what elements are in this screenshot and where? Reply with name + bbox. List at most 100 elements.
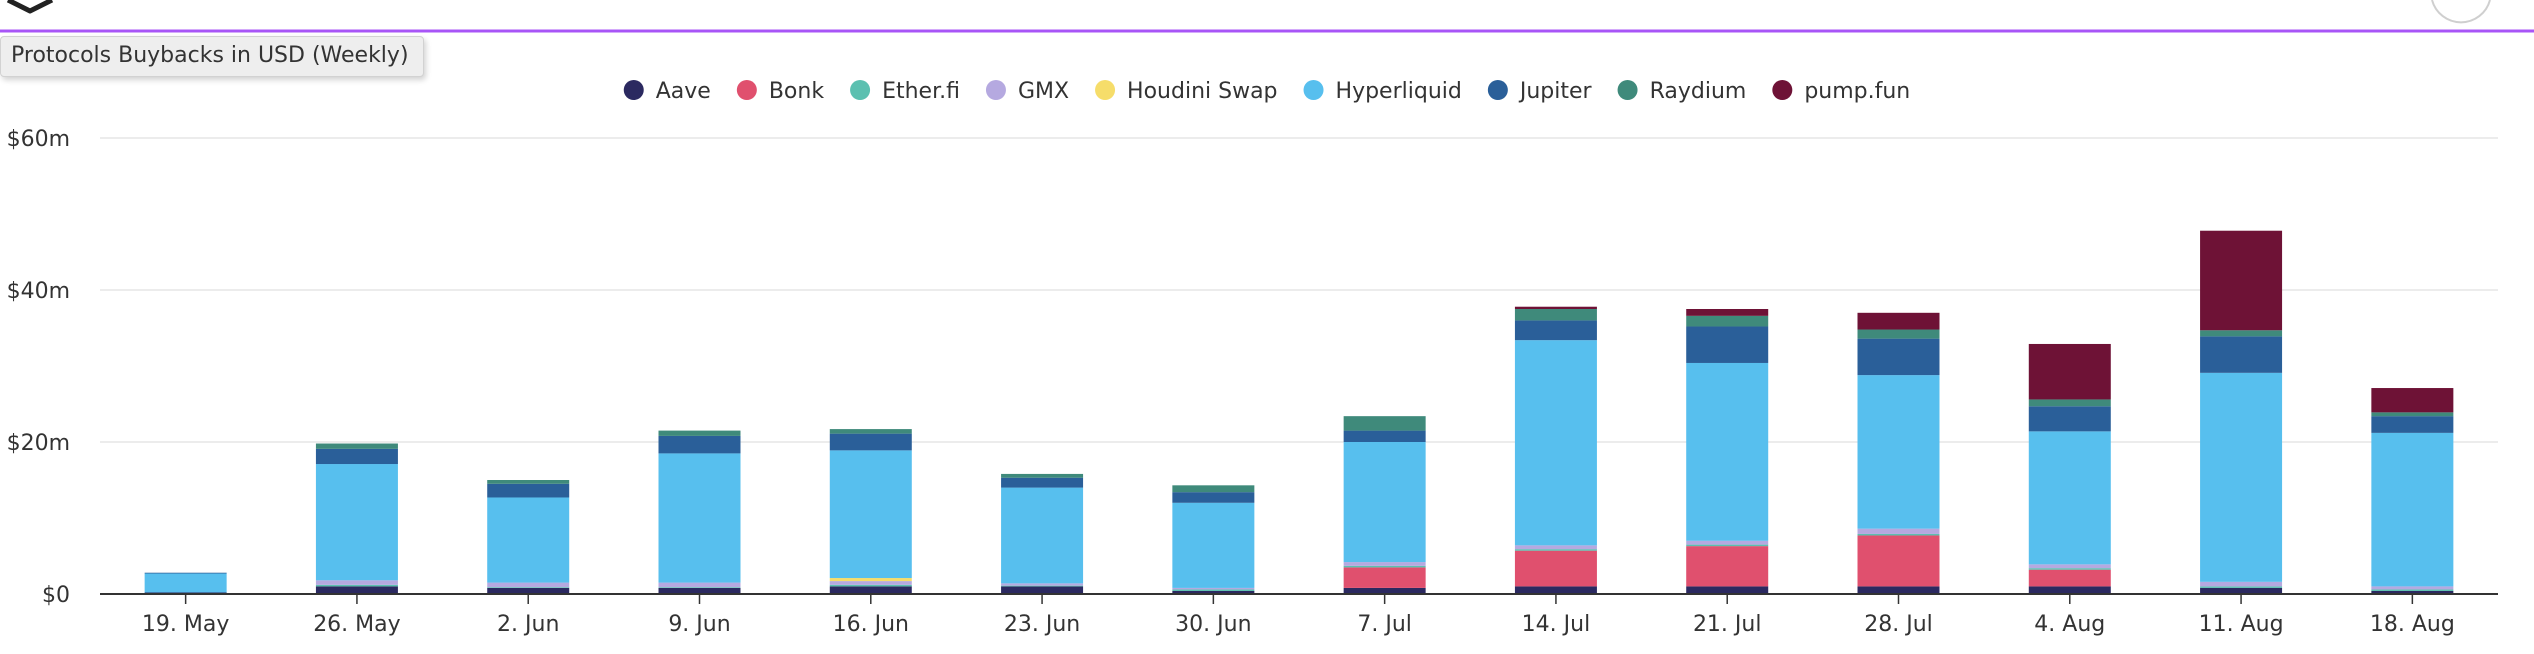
legend-item-houdini-swap[interactable]: Houdini Swap <box>1095 79 1278 104</box>
bar-aave-21-jul[interactable] <box>1686 586 1769 594</box>
bar-raydium-2-jun[interactable] <box>487 480 570 484</box>
bar-jupiter-23-jun[interactable] <box>1001 477 1084 488</box>
legend-item-ether-fi[interactable]: Ether.fi <box>850 79 960 104</box>
bar-ether-fi-23-jun[interactable] <box>1001 585 1084 587</box>
bar-hyperliquid-28-jul[interactable] <box>1857 375 1940 529</box>
bar-gmx-18-aug[interactable] <box>2371 586 2454 590</box>
bar-aave-26-may[interactable] <box>315 586 398 594</box>
bar-ether-fi-11-aug[interactable] <box>2200 586 2283 588</box>
legend-item-gmx[interactable]: GMX <box>985 79 1069 104</box>
bar-hyperliquid-19-may[interactable] <box>144 573 227 593</box>
bar-hyperliquid-26-may[interactable] <box>315 464 398 581</box>
bar-hyperliquid-7-jul[interactable] <box>1343 442 1426 563</box>
bar-aave-4-aug[interactable] <box>2028 586 2111 594</box>
bar-hyperliquid-30-jun[interactable] <box>1172 502 1255 588</box>
bar-aave-30-jun[interactable] <box>1172 590 1255 594</box>
bar-aave-16-jun[interactable] <box>829 586 912 594</box>
legend-item-bonk[interactable]: Bonk <box>736 79 824 104</box>
bar-jupiter-21-jul[interactable] <box>1686 326 1769 363</box>
bar-pump-fun-21-jul[interactable] <box>1686 309 1769 316</box>
bar-bonk-28-jul[interactable] <box>1857 535 1940 587</box>
bar-gmx-14-jul[interactable] <box>1514 545 1597 550</box>
bar-pump-fun-14-jul[interactable] <box>1514 306 1597 309</box>
bar-raydium-16-jun[interactable] <box>829 429 912 434</box>
bar-raydium-11-aug[interactable] <box>2200 330 2283 337</box>
legend[interactable]: Aave Bonk Ether.fi GMX Houdini Swap Hyperliqu… <box>623 79 1911 104</box>
bar-houdini-swap-16-jun[interactable] <box>829 578 912 582</box>
bar-gmx-11-aug[interactable] <box>2200 581 2283 587</box>
bar-aave-18-aug[interactable] <box>2371 590 2454 594</box>
legend-item-jupiter[interactable]: Jupiter <box>1487 79 1593 104</box>
bar-jupiter-16-jun[interactable] <box>829 433 912 451</box>
bar-ether-fi-26-may[interactable] <box>315 584 398 587</box>
bar-pump-fun-28-jul[interactable] <box>1857 312 1940 330</box>
bar-gmx-2-jun[interactable] <box>487 582 570 588</box>
bar-hyperliquid-2-jun[interactable] <box>487 497 570 583</box>
bar-ether-fi-18-aug[interactable] <box>2371 589 2454 591</box>
bar-gmx-23-jun[interactable] <box>1001 583 1084 586</box>
bar-gmx-16-jun[interactable] <box>829 581 912 585</box>
bar-ether-fi-2-jun[interactable] <box>487 587 570 588</box>
legend-item-raydium[interactable]: Raydium <box>1617 79 1747 104</box>
bar-ether-fi-4-aug[interactable] <box>2028 568 2111 570</box>
bar-raydium-28-jul[interactable] <box>1857 329 1940 339</box>
bar-hyperliquid-14-jul[interactable] <box>1514 340 1597 546</box>
bar-bonk-4-aug[interactable] <box>2028 569 2111 587</box>
bar-jupiter-14-jul[interactable] <box>1514 320 1597 341</box>
bar-aave-28-jul[interactable] <box>1857 586 1940 594</box>
bar-aave-9-jun[interactable] <box>658 587 741 594</box>
legend-item-aave[interactable]: Aave <box>623 79 711 104</box>
bar-ether-fi-30-jun[interactable] <box>1172 589 1255 591</box>
bar-jupiter-9-jun[interactable] <box>658 435 741 454</box>
bar-gmx-21-jul[interactable] <box>1686 540 1769 545</box>
bar-bonk-7-jul[interactable] <box>1343 567 1426 588</box>
bar-ether-fi-21-jul[interactable] <box>1686 544 1769 547</box>
bar-aave-2-jun[interactable] <box>487 587 570 594</box>
bar-pump-fun-18-aug[interactable] <box>2371 388 2454 413</box>
bar-jupiter-18-aug[interactable] <box>2371 416 2454 433</box>
menu-button-edge[interactable] <box>2431 0 2491 24</box>
bar-bonk-21-jul[interactable] <box>1686 546 1769 587</box>
bar-ether-fi-9-jun[interactable] <box>658 587 741 588</box>
bar-hyperliquid-4-aug[interactable] <box>2028 431 2111 565</box>
bar-raydium-14-jul[interactable] <box>1514 309 1597 321</box>
bar-pump-fun-4-aug[interactable] <box>2028 343 2111 400</box>
bar-jupiter-7-jul[interactable] <box>1343 430 1426 442</box>
bar-aave-23-jun[interactable] <box>1001 586 1084 594</box>
bar-hyperliquid-18-aug[interactable] <box>2371 432 2454 587</box>
bar-hyperliquid-11-aug[interactable] <box>2200 372 2283 582</box>
bar-jupiter-4-aug[interactable] <box>2028 406 2111 432</box>
bar-raydium-7-jul[interactable] <box>1343 416 1426 431</box>
bar-jupiter-11-aug[interactable] <box>2200 336 2283 373</box>
bar-jupiter-28-jul[interactable] <box>1857 338 1940 376</box>
bar-hyperliquid-9-jun[interactable] <box>658 453 741 583</box>
bar-raydium-26-may[interactable] <box>315 443 398 449</box>
bar-pump-fun-11-aug[interactable] <box>2200 230 2283 331</box>
bars[interactable] <box>144 230 2454 594</box>
bar-hyperliquid-21-jul[interactable] <box>1686 362 1769 541</box>
bar-hyperliquid-23-jun[interactable] <box>1001 487 1084 584</box>
bar-ether-fi-7-jul[interactable] <box>1343 565 1426 568</box>
bar-hyperliquid-16-jun[interactable] <box>829 450 912 579</box>
bar-jupiter-2-jun[interactable] <box>487 483 570 498</box>
bar-gmx-9-jun[interactable] <box>658 582 741 588</box>
legend-item-pump-fun[interactable]: pump.fun <box>1772 79 1910 104</box>
bar-ether-fi-14-jul[interactable] <box>1514 549 1597 551</box>
bar-raydium-23-jun[interactable] <box>1001 473 1084 478</box>
bar-jupiter-26-may[interactable] <box>315 448 398 465</box>
bar-jupiter-19-may[interactable] <box>144 572 227 574</box>
bar-bonk-14-jul[interactable] <box>1514 550 1597 587</box>
bar-gmx-26-may[interactable] <box>315 580 398 585</box>
bar-raydium-18-aug[interactable] <box>2371 412 2454 417</box>
bar-raydium-30-jun[interactable] <box>1172 485 1255 493</box>
bar-ether-fi-16-jun[interactable] <box>829 584 912 587</box>
bar-aave-11-aug[interactable] <box>2200 587 2283 594</box>
legend-item-hyperliquid[interactable]: Hyperliquid <box>1303 79 1462 104</box>
bar-gmx-30-jun[interactable] <box>1172 587 1255 590</box>
bar-aave-14-jul[interactable] <box>1514 586 1597 594</box>
bar-gmx-7-jul[interactable] <box>1343 562 1426 566</box>
bar-jupiter-30-jun[interactable] <box>1172 492 1255 503</box>
bar-gmx-28-jul[interactable] <box>1857 528 1940 534</box>
bar-raydium-21-jul[interactable] <box>1686 315 1769 327</box>
bar-aave-7-jul[interactable] <box>1343 587 1426 594</box>
